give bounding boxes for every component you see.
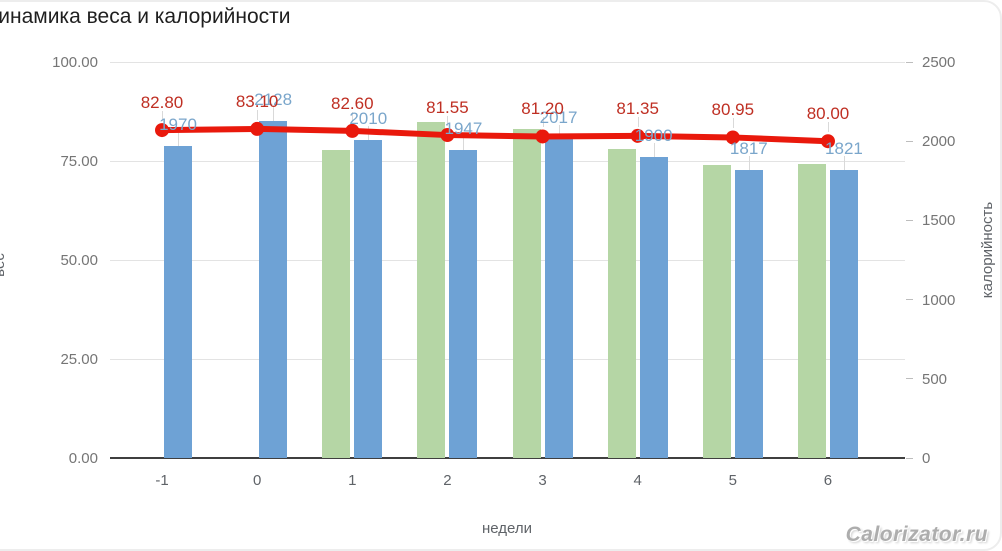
gridline bbox=[110, 259, 905, 261]
weight-value-label: 82.60 bbox=[330, 93, 374, 113]
left-axis-tick-label: 0.00 bbox=[68, 450, 98, 467]
blue-bar-value-label: 1821 bbox=[825, 138, 863, 158]
blue-bar bbox=[449, 149, 478, 458]
x-axis-baseline bbox=[110, 457, 905, 459]
red-label-stem bbox=[162, 111, 163, 122]
blue-bar bbox=[734, 170, 763, 458]
weight-value-label: 80.00 bbox=[806, 104, 850, 124]
red-label-stem bbox=[352, 111, 354, 122]
weight-point-marker bbox=[820, 134, 835, 149]
gridline bbox=[110, 61, 905, 63]
green-bar bbox=[322, 149, 351, 458]
green-bar bbox=[607, 149, 636, 458]
blue-label-stem bbox=[653, 143, 655, 158]
blue-bar-value-label: 2128 bbox=[254, 89, 293, 109]
weight-line-path bbox=[159, 125, 831, 145]
blue-bar-value-label: 1970 bbox=[159, 114, 197, 134]
left-axis-tick-label: 100.00 bbox=[52, 54, 98, 71]
green-bar bbox=[797, 164, 826, 458]
red-label-stem bbox=[542, 117, 544, 128]
x-axis-category-label: 1 bbox=[348, 472, 357, 489]
weight-value-label: 81.35 bbox=[616, 98, 659, 118]
left-axis-tick-label: 25.00 bbox=[60, 351, 98, 368]
left-axis-tick-label: 75.00 bbox=[60, 153, 98, 170]
green-bar bbox=[702, 164, 731, 458]
gridline bbox=[110, 160, 905, 162]
right-axis-tick-label: 1500 bbox=[922, 212, 956, 230]
left-axis-title: вес bbox=[0, 253, 8, 277]
x-axis-category-label: 0 bbox=[252, 472, 262, 489]
weight-point-marker bbox=[440, 128, 455, 143]
weight-point-marker bbox=[345, 123, 360, 138]
weight-value-label: 82.80 bbox=[140, 93, 184, 113]
right-axis-tick-mark bbox=[906, 61, 913, 63]
blue-bar-value-label: 2010 bbox=[349, 108, 388, 128]
blue-label-stem bbox=[843, 155, 845, 170]
right-axis-title: калорийность bbox=[979, 201, 996, 299]
blue-label-stem bbox=[463, 135, 465, 150]
x-axis-title: недели bbox=[481, 520, 533, 537]
right-axis-tick-label: 0 bbox=[922, 450, 931, 467]
weight-point-marker bbox=[630, 128, 645, 143]
right-axis-tick-label: 1000 bbox=[922, 291, 956, 309]
blue-label-stem bbox=[178, 131, 179, 146]
red-label-stem bbox=[732, 118, 734, 129]
blue-label-stem bbox=[558, 124, 560, 139]
blue-bar-value-label: 1900 bbox=[634, 126, 673, 146]
red-label-stem bbox=[637, 116, 639, 127]
left-axis-tick-label: 50.00 bbox=[60, 252, 98, 269]
blue-label-stem bbox=[273, 106, 275, 121]
weight-point-marker bbox=[155, 123, 169, 138]
right-axis-tick-mark bbox=[906, 378, 913, 380]
x-axis-category-label: 5 bbox=[728, 472, 737, 489]
blue-bar-value-label: 1817 bbox=[729, 139, 768, 159]
watermark: Calorizator.ru bbox=[845, 523, 988, 546]
gridline bbox=[110, 358, 905, 360]
right-axis-tick-label: 2000 bbox=[922, 133, 956, 151]
blue-bar bbox=[354, 139, 383, 458]
x-axis-category-label: 2 bbox=[443, 472, 452, 489]
red-label-stem bbox=[827, 122, 829, 133]
chart-title: динамика веса и калорийности bbox=[0, 5, 291, 28]
x-axis-category-label: 4 bbox=[633, 472, 642, 489]
blue-bar bbox=[639, 157, 668, 458]
weight-point-marker bbox=[535, 129, 550, 144]
x-axis-category-label: 3 bbox=[538, 472, 547, 489]
weight-value-label: 80.95 bbox=[711, 100, 755, 120]
red-label-stem bbox=[447, 116, 449, 127]
right-axis-tick-label: 2500 bbox=[922, 54, 956, 71]
green-bar bbox=[512, 128, 541, 458]
blue-bar bbox=[544, 138, 573, 458]
weight-value-label: 81.55 bbox=[426, 98, 469, 118]
right-axis-tick-mark bbox=[906, 219, 913, 221]
weight-point-marker bbox=[250, 121, 265, 136]
right-axis-tick-mark bbox=[906, 140, 913, 142]
right-axis-tick-mark bbox=[906, 457, 913, 459]
blue-bar bbox=[829, 169, 858, 458]
right-axis-tick-label: 500 bbox=[922, 370, 948, 388]
weight-point-marker bbox=[725, 130, 740, 145]
blue-bar bbox=[259, 120, 288, 458]
right-axis-tick-mark bbox=[906, 299, 913, 301]
weight-value-label: 81.20 bbox=[521, 99, 564, 119]
blue-label-stem bbox=[748, 156, 750, 171]
weight-value-label: 83.10 bbox=[235, 91, 279, 111]
x-axis-category-label: -1 bbox=[155, 472, 169, 489]
blue-bar-value-label: 2017 bbox=[539, 107, 578, 127]
red-label-stem bbox=[257, 109, 259, 120]
blue-bar-value-label: 1947 bbox=[444, 118, 483, 138]
green-bar bbox=[417, 122, 446, 458]
x-axis-category-label: 6 bbox=[823, 472, 833, 489]
blue-bar bbox=[164, 145, 192, 458]
